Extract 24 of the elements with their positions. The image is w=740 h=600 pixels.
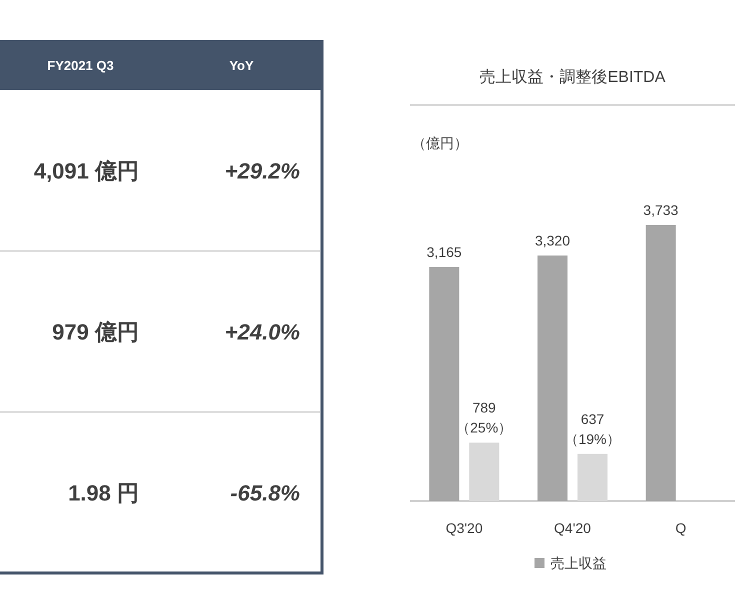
- category-label: YoY: [229, 58, 254, 73]
- text: 4,091 億円: [34, 158, 139, 184]
- bar: [469, 442, 500, 501]
- data-label: 3,165: [426, 244, 462, 260]
- x-tick-label: Q: [675, 520, 686, 536]
- text: 1.98 円: [68, 480, 139, 506]
- text: +24.0%: [224, 320, 300, 344]
- x-tick-label: Q4'20: [554, 520, 592, 536]
- text: 979 億円: [52, 320, 139, 344]
- bar: [538, 256, 568, 501]
- bar: [646, 225, 676, 501]
- category-label: FY2021 Q3: [47, 58, 114, 73]
- x-tick-label: Q3'20: [446, 520, 483, 536]
- data-label: 637 （19%）: [564, 410, 621, 447]
- data-label: 3,320: [534, 232, 570, 249]
- data-label: 3,733: [643, 202, 679, 218]
- text: -65.8%: [230, 480, 300, 506]
- bar: [429, 266, 460, 501]
- y-axis-title: （億円）: [412, 135, 468, 151]
- chart-title: 売上収益・調整後EBITDA: [480, 68, 666, 86]
- text: +29.2%: [224, 158, 300, 184]
- bar: [578, 454, 608, 501]
- data-label: 789 （25%）: [456, 400, 512, 436]
- legend-label: 売上収益: [550, 555, 606, 571]
